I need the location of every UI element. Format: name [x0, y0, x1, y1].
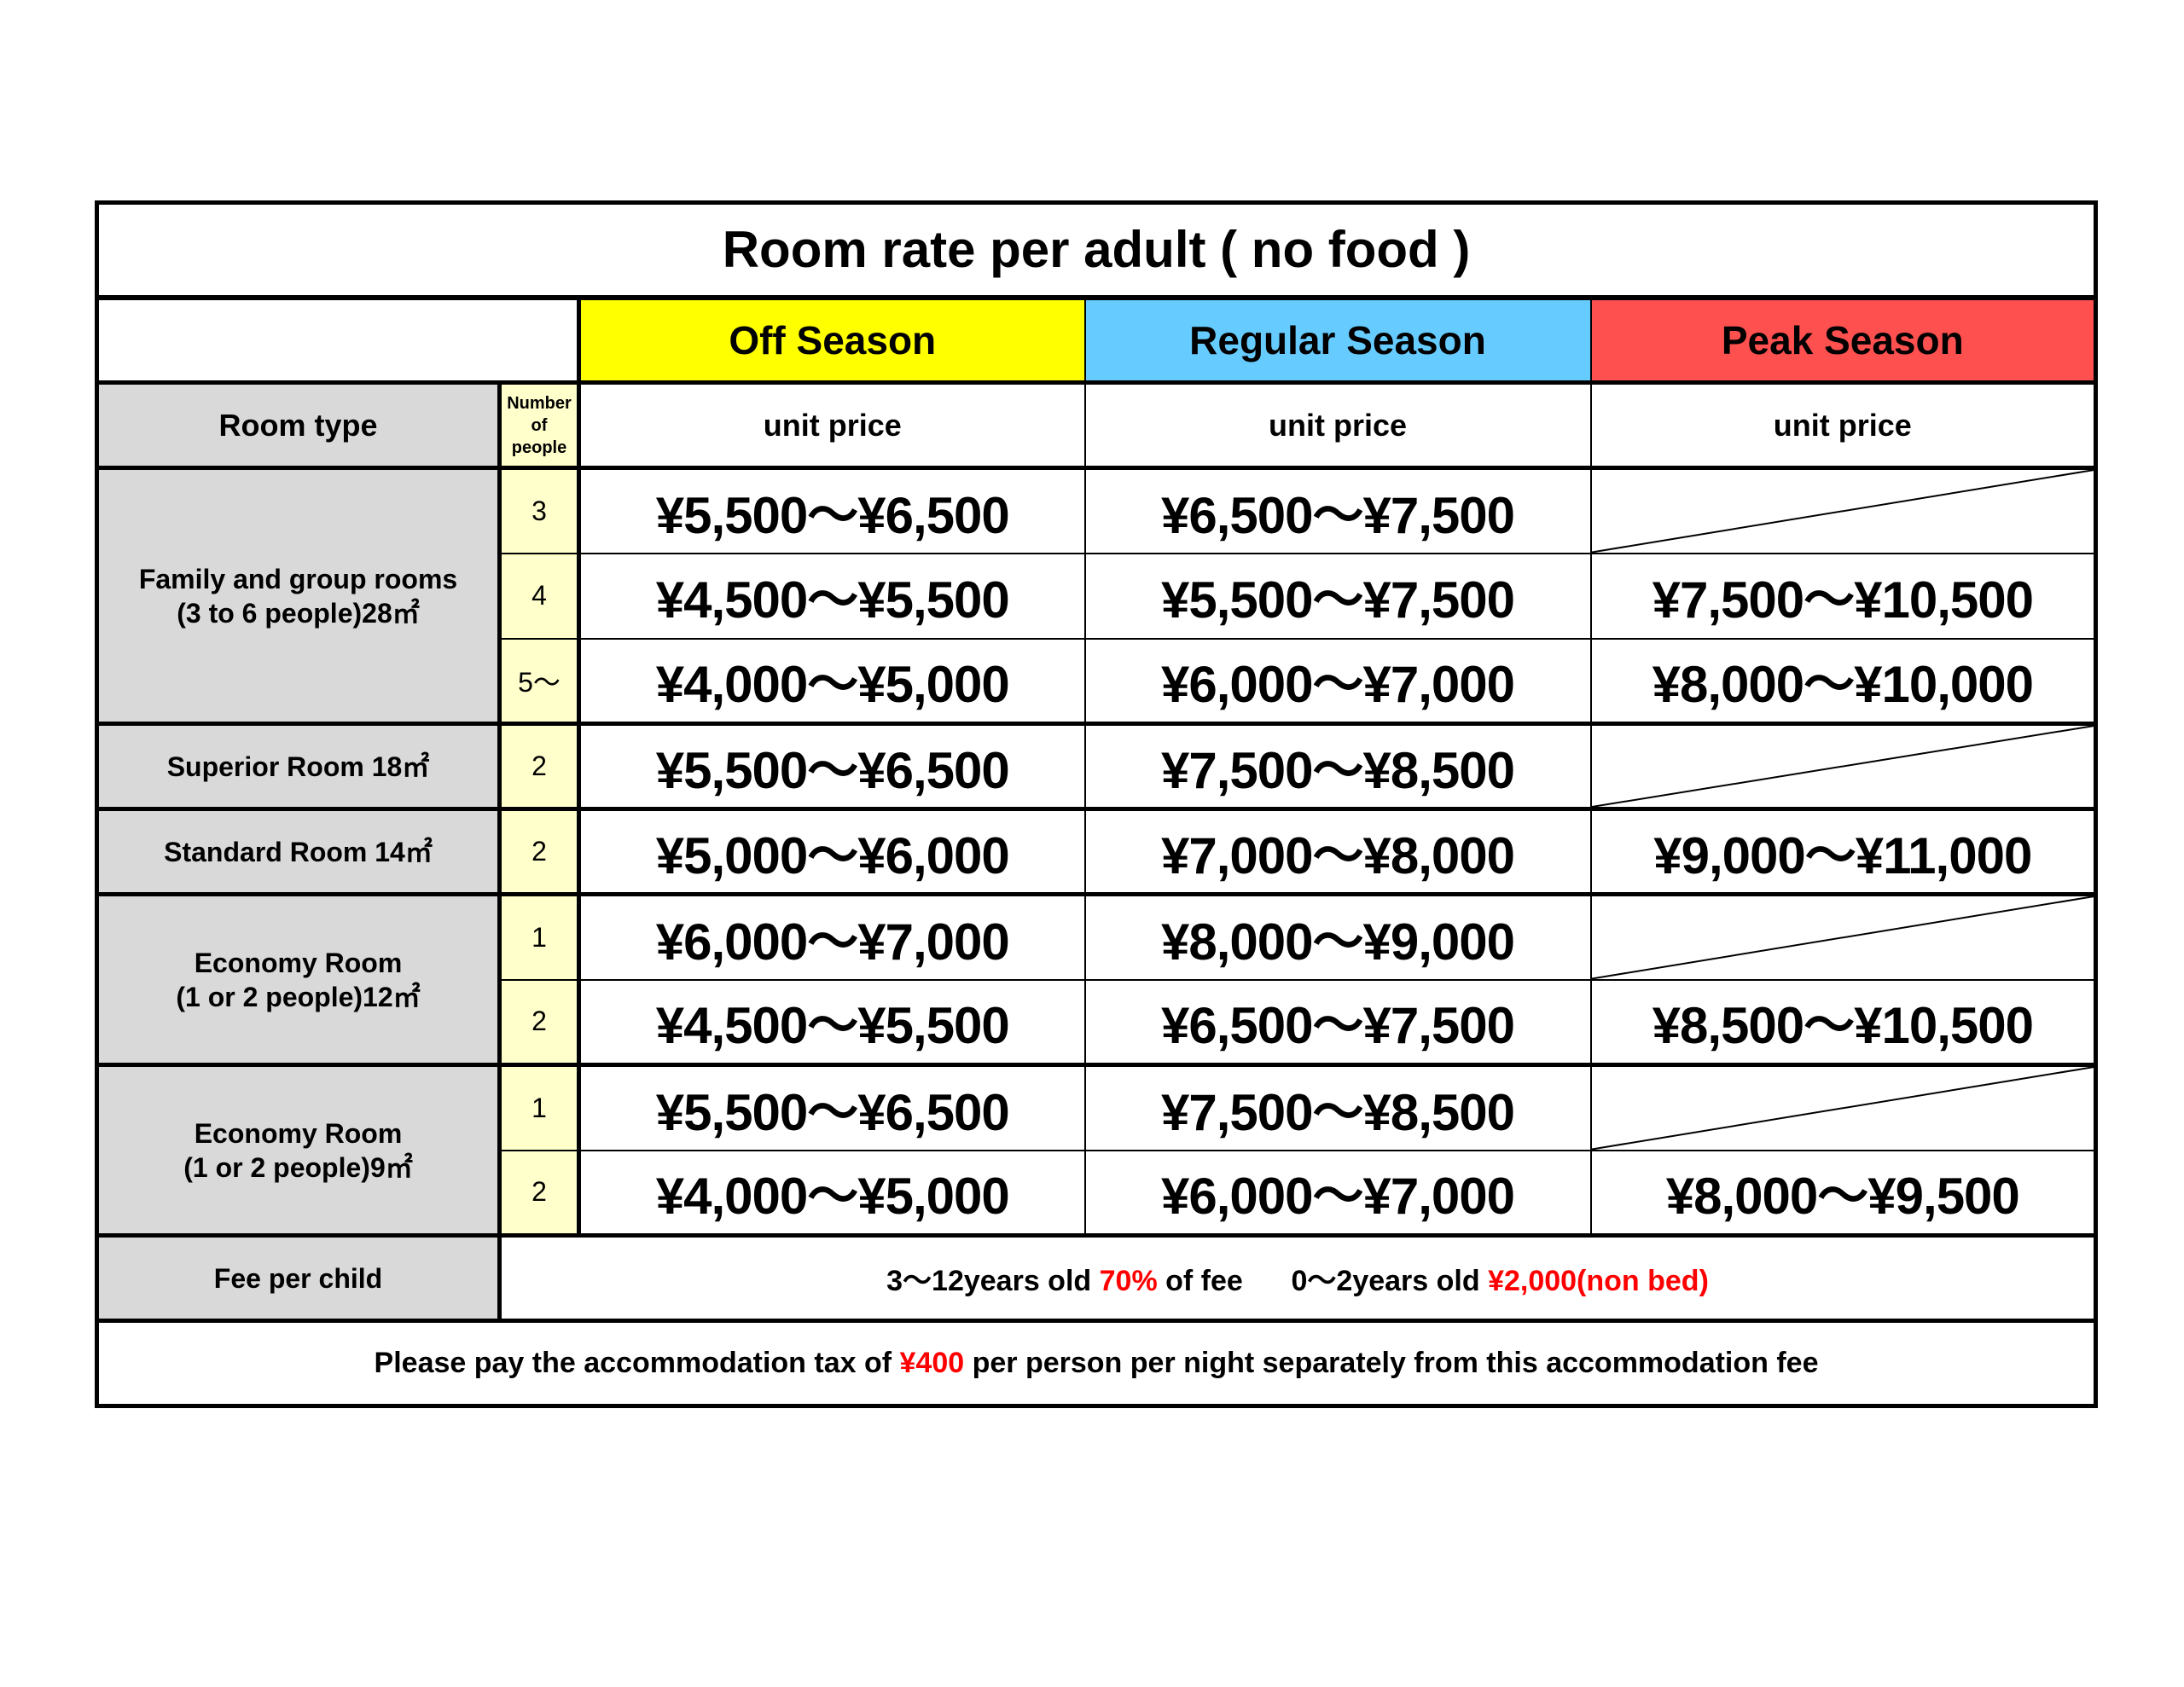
regular-season-price: ¥6,000〜¥7,000	[1083, 637, 1592, 725]
room-rate-table: Room rate per adult ( no food ) Off Seas…	[95, 200, 2099, 1408]
people-count: 2	[497, 978, 581, 1066]
people-count: 2	[497, 807, 581, 896]
child-fee-label: Fee per child	[96, 1233, 501, 1322]
table-row: 5〜 ¥4,000〜¥5,000 ¥6,000〜¥7,000 ¥8,000〜¥10,0…	[97, 637, 2097, 725]
people-count: 5〜	[497, 637, 581, 725]
regular-season-price: ¥7,000〜¥8,000	[1083, 807, 1592, 896]
table-row: 2 ¥4,500〜¥5,500 ¥6,500〜¥7,500 ¥8,500〜¥10,50…	[97, 978, 2097, 1066]
diagonal-slash	[1592, 470, 2094, 553]
peak-season-na	[1589, 892, 2097, 981]
diagonal-slash	[1592, 1067, 2094, 1150]
table-row: Economy Room (1 or 2 people)9㎡ 1 ¥5,500〜¥6,…	[96, 1063, 2097, 1237]
people-count: 2	[497, 722, 581, 810]
off-season-price: ¥6,000〜¥7,000	[578, 892, 1086, 981]
off-season-price: ¥5,500〜¥6,500	[578, 1063, 1086, 1151]
diagonal-slash	[1592, 726, 2094, 807]
off-season-price: ¥4,500〜¥5,500	[578, 552, 1086, 640]
table-row: Superior Room 18㎡ 2 ¥5,500〜¥6,500 ¥7,500〜¥8…	[96, 722, 2097, 810]
peak-season-price: ¥8,000〜¥10,000	[1589, 637, 2097, 725]
peak-season-price: ¥8,500〜¥10,500	[1589, 978, 2097, 1066]
table-row: 2 ¥4,000〜¥5,000 ¥6,000〜¥7,000 ¥8,000〜¥9,500	[97, 1149, 2097, 1237]
peak-season-price: ¥9,000〜¥11,000	[1589, 807, 2097, 896]
room-type-cell: Standard Room 14㎡	[96, 807, 501, 896]
regular-season-price: ¥6,000〜¥7,000	[1083, 1149, 1592, 1237]
peak-season-na	[1589, 1063, 2097, 1151]
unit-price-header: unit price	[1083, 380, 1592, 469]
table-row: 4 ¥4,500〜¥5,500 ¥5,500〜¥7,500 ¥7,500〜¥10,50…	[97, 552, 2097, 640]
off-season-price: ¥4,000〜¥5,000	[578, 637, 1086, 725]
regular-season-header: Regular Season	[1083, 296, 1592, 384]
table-row: Standard Room 14㎡ 2 ¥5,000〜¥6,000 ¥7,000〜¥8…	[96, 807, 2097, 896]
room-type-cell: Family and group rooms (3 to 6 people)28㎡	[96, 466, 501, 725]
table-title: Room rate per adult ( no food )	[96, 201, 2097, 300]
people-count: 2	[497, 1149, 581, 1237]
room-type-cell: Economy Room (1 or 2 people)9㎡	[96, 1063, 501, 1237]
regular-season-price: ¥5,500〜¥7,500	[1083, 552, 1592, 640]
table-row: Economy Room (1 or 2 people)12㎡ 1 ¥6,000〜¥7…	[96, 892, 2097, 1066]
unit-price-header: unit price	[578, 380, 1086, 469]
off-season-header: Off Season	[578, 296, 1086, 384]
regular-season-price: ¥8,000〜¥9,000	[1083, 892, 1592, 981]
child-fee-detail: 3〜12years old 70% of fee 0〜2years old ¥2…	[497, 1233, 2097, 1322]
peak-season-price: ¥8,000〜¥9,500	[1589, 1149, 2097, 1237]
peak-season-na	[1589, 722, 2097, 810]
regular-season-price: ¥6,500〜¥7,500	[1083, 466, 1592, 554]
people-header: Number of people	[497, 380, 581, 469]
room-type-header: Room type	[96, 380, 501, 469]
off-season-price: ¥4,000〜¥5,000	[578, 1149, 1086, 1237]
room-type-cell: Economy Room (1 or 2 people)12㎡	[96, 892, 501, 1066]
peak-season-header: Peak Season	[1589, 296, 2097, 384]
regular-season-price: ¥7,500〜¥8,500	[1083, 1063, 1592, 1151]
unit-price-header: unit price	[1589, 380, 2097, 469]
peak-season-na	[1589, 466, 2097, 554]
people-count: 4	[497, 552, 581, 640]
people-count: 1	[497, 892, 581, 981]
diagonal-slash	[1592, 896, 2094, 979]
people-count: 1	[497, 1063, 581, 1151]
off-season-price: ¥5,500〜¥6,500	[578, 466, 1086, 554]
room-type-cell: Superior Room 18㎡	[96, 722, 501, 810]
off-season-price: ¥4,500〜¥5,500	[578, 978, 1086, 1066]
blank-corner	[96, 296, 581, 384]
accommodation-tax-note: Please pay the accommodation tax of ¥400…	[96, 1319, 2097, 1407]
people-count: 3	[497, 466, 581, 554]
table-row: Family and group rooms (3 to 6 people)28㎡…	[96, 466, 2097, 725]
regular-season-price: ¥6,500〜¥7,500	[1083, 978, 1592, 1066]
regular-season-price: ¥7,500〜¥8,500	[1083, 722, 1592, 810]
off-season-price: ¥5,000〜¥6,000	[578, 807, 1086, 896]
off-season-price: ¥5,500〜¥6,500	[578, 722, 1086, 810]
peak-season-price: ¥7,500〜¥10,500	[1589, 552, 2097, 640]
